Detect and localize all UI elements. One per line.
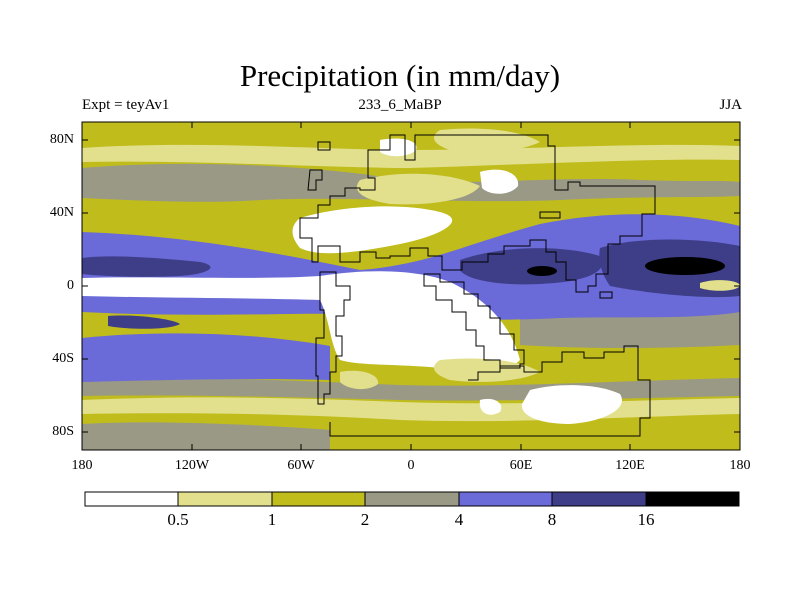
precipitation-field: [82, 122, 740, 450]
y-tick-label: 40S: [52, 351, 74, 366]
colorbar-label: 2: [360, 510, 370, 529]
colorbar-label: 1: [267, 510, 277, 529]
colorbar: [84, 491, 740, 507]
period-label: 233_6_MaBP: [358, 97, 442, 113]
colorbar-label: 4: [454, 510, 464, 529]
chart-title: Precipitation (in mm/day): [239, 58, 561, 93]
experiment-label: Expt = teyAv1: [82, 97, 170, 113]
y-tick-label: 0: [67, 278, 74, 293]
y-tick-label: 80N: [49, 132, 74, 147]
colorbar-box-3: [271, 491, 366, 507]
x-tick-label: 60W: [287, 458, 315, 473]
y-tick-label: 80S: [52, 424, 74, 439]
colorbar-box-7: [645, 491, 740, 507]
season-label: JJA: [719, 97, 742, 113]
x-tick-label: 60E: [509, 458, 533, 473]
colorbar-box-5: [458, 491, 553, 507]
x-tick-label: 0: [407, 458, 415, 473]
y-tick-label: 40N: [49, 205, 74, 220]
colorbar-box-4: [364, 491, 460, 507]
colorbar-label: 0.5: [167, 510, 189, 529]
colorbar-box-2: [177, 491, 273, 507]
colorbar-box-6: [551, 491, 647, 507]
continent-outlines: [299, 134, 656, 437]
x-tick-label: 180: [71, 458, 93, 473]
x-tick-label: 180: [729, 458, 751, 473]
x-tick-label: 120E: [615, 458, 645, 473]
colorbar-label: 8: [547, 510, 557, 529]
colorbar-box-1: [84, 491, 179, 507]
axis-ticks: [81, 122, 741, 450]
colorbar-label: 16: [637, 510, 655, 529]
x-tick-label: 120W: [174, 458, 210, 473]
